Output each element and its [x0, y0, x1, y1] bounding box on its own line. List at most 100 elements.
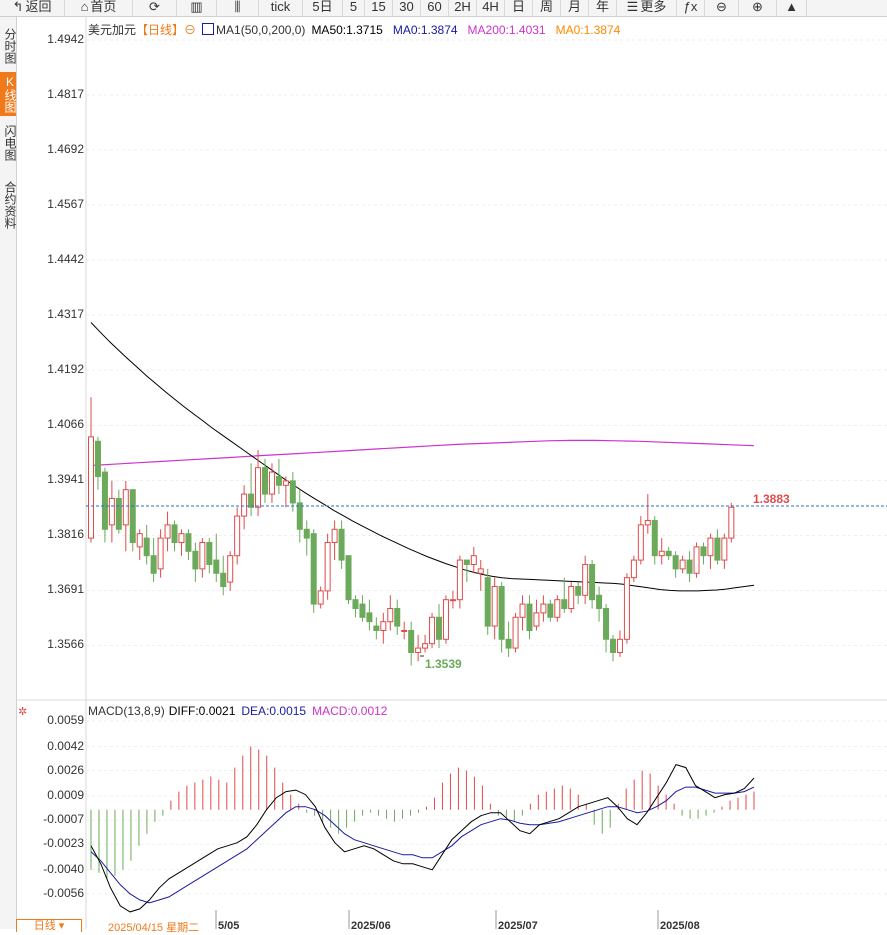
candle-body	[700, 546, 707, 557]
candle-body	[296, 502, 303, 530]
ma50-line-group	[90, 322, 755, 592]
candle-body	[519, 603, 526, 618]
toolbar-item-21[interactable]: ▲	[777, 0, 807, 16]
candle-body	[136, 533, 143, 548]
macd-tick-label: -0.0056	[43, 885, 84, 900]
indicator-window-icon[interactable]	[202, 23, 215, 35]
toolbar-item-4[interactable]: ⫼	[217, 0, 259, 16]
bottom-period-label: 日线	[33, 920, 56, 932]
dea-line	[90, 786, 755, 904]
candle-body	[665, 550, 672, 557]
toolbar-item-label: 60	[427, 0, 442, 14]
top-toolbar: ↰ 返回 ⌂ 首页 ⟳ ▥ ⫼ tick 5日 5 15 30 60 2H 4H 日周月年 ☰ 更多 ƒx ⊖ ⊕ ▲	[0, 0, 887, 17]
toolbar-item-label: 5	[349, 0, 358, 14]
bottom-period-tab[interactable]: 日线 ▾	[16, 919, 82, 932]
toolbar-item-7[interactable]: 5	[343, 0, 365, 16]
candle-body	[129, 489, 136, 543]
macd-dea: DEA:0.0015	[241, 704, 307, 718]
legend-ma200: MA200:1.4031	[467, 23, 546, 37]
zoom-in-icon: ⊕	[752, 0, 763, 14]
candle-body	[289, 480, 296, 504]
toolbar-item-17[interactable]: ☰ 更多	[617, 0, 677, 16]
candle-body	[206, 541, 213, 565]
toolbar-item-6[interactable]: 5日	[303, 0, 343, 16]
candle-body	[436, 616, 442, 640]
candle-body	[366, 612, 373, 623]
candle-body	[603, 607, 610, 640]
toolbar-item-11[interactable]: 2H	[449, 0, 477, 16]
candle-body	[213, 559, 220, 574]
candle-body	[561, 599, 568, 609]
candle-body	[115, 497, 122, 530]
macd-tick-label: 0.0009	[47, 788, 84, 803]
sidebar-tab-2[interactable]: 闪电图	[3, 125, 17, 161]
candle-body	[248, 493, 255, 508]
legend-indicator: MA1(50,0,200,0)	[216, 23, 306, 37]
candle-body	[477, 568, 484, 574]
candle-body	[491, 585, 498, 627]
toolbar-item-0[interactable]: ↰ 返回	[0, 0, 65, 16]
toolbar-item-12[interactable]: 4H	[477, 0, 505, 16]
toolbar-item-19[interactable]: ⊖	[705, 0, 739, 16]
sidebar-tab-0[interactable]: 分时图	[3, 28, 17, 64]
legend-period[interactable]: 【日线】	[136, 23, 185, 37]
candle-body	[540, 603, 547, 614]
legend-settings-icon[interactable]: ⊖	[184, 23, 197, 37]
legend-ma50: MA50:1.3715	[311, 23, 383, 37]
refresh-icon: ⟳	[149, 0, 160, 14]
toolbar-item-label: 首页	[90, 0, 117, 14]
date-tick-label: 2025/08	[660, 920, 700, 932]
candle-body	[693, 546, 700, 574]
candle-body	[672, 555, 679, 570]
toolbar-item-18[interactable]: ƒx	[677, 0, 705, 16]
date-tick-label: 5/05	[218, 920, 240, 932]
toolbar-item-5[interactable]: tick	[259, 0, 303, 16]
toolbar-item-16[interactable]: 年	[589, 0, 617, 16]
toolbar-item-2[interactable]: ⟳	[133, 0, 177, 16]
candle-body	[268, 471, 275, 495]
ma50-line	[90, 322, 755, 592]
candle-body	[686, 559, 693, 574]
dropdown-arrow-icon: ▾	[55, 920, 65, 932]
price-tick-label: 1.4066	[47, 417, 84, 432]
toolbar-item-13[interactable]: 日	[505, 0, 533, 16]
zoom-out-icon: ⊖	[716, 0, 727, 14]
macd-grid	[86, 720, 887, 895]
back-arrow-icon: ↰	[12, 0, 24, 14]
home-icon: ⌂	[80, 0, 89, 14]
price-tick-label: 1.4692	[47, 142, 84, 156]
toolbar-item-8[interactable]: 15	[365, 0, 393, 16]
candle-body	[241, 493, 248, 517]
macd-settings-icon[interactable]: ✲	[18, 706, 28, 718]
toolbar-item-label: 周	[539, 0, 553, 14]
candle-body	[178, 533, 185, 543]
candle-body	[255, 467, 262, 508]
price-grid	[16, 16, 887, 929]
candle-body	[359, 603, 366, 618]
candle-body	[575, 585, 582, 596]
high-price-label: 1.3883	[753, 492, 790, 506]
toolbar-item-label: 4H	[482, 0, 499, 14]
sidebar-tab-1[interactable]: K线图	[0, 72, 17, 116]
ma200-line	[90, 439, 755, 467]
toolbar-item-10[interactable]: 60	[421, 0, 449, 16]
toolbar-item-14[interactable]: 周	[533, 0, 561, 16]
candle-body	[338, 528, 345, 561]
candle-body	[275, 475, 282, 486]
menu-icon: ☰	[626, 0, 639, 14]
candle-body	[526, 603, 533, 631]
toolbar-item-9[interactable]: 30	[393, 0, 421, 16]
candle-body	[568, 585, 575, 609]
sidebar-tab-3[interactable]: 合约资料	[3, 181, 17, 229]
macd-tick-label: 0.0026	[47, 762, 84, 777]
toolbar-item-15[interactable]: 月	[561, 0, 589, 16]
candle-body	[157, 537, 164, 570]
toolbar-item-3[interactable]: ▥	[177, 0, 217, 16]
candle-body	[422, 643, 429, 649]
legend-ma0-second: MA0:1.3874	[555, 23, 621, 37]
candle-body	[227, 555, 234, 583]
toolbar-item-1[interactable]: ⌂ 首页	[65, 0, 133, 16]
candle-body	[317, 590, 324, 605]
toolbar-item-20[interactable]: ⊕	[739, 0, 777, 16]
main-legend: 美元加元【日线】⊖ MA1(50,0,200,0) MA50:1.3715 MA0:1…	[88, 21, 620, 38]
